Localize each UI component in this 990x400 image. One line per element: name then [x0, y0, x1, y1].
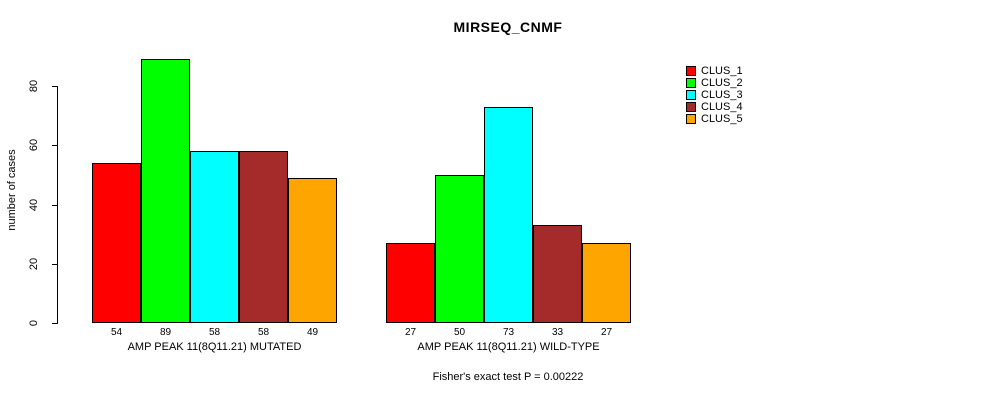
bar-clus_2 — [435, 175, 484, 323]
stat-annotation: Fisher's exact test P = 0.00222 — [432, 371, 584, 383]
y-tick-label: 40 — [28, 198, 40, 212]
legend-swatch-clus_4 — [686, 102, 696, 112]
legend-item-label: CLUS_3 — [701, 89, 743, 101]
legend-swatch-clus_1 — [686, 66, 696, 76]
y-tick-mark — [52, 145, 58, 146]
legend-item: CLUS_2 — [686, 77, 743, 89]
y-tick-mark — [52, 205, 58, 206]
y-axis-label: number of cases — [6, 149, 18, 231]
group-label: AMP PEAK 11(8Q11.21) WILD-TYPE — [417, 341, 600, 353]
bar-group — [386, 107, 631, 323]
legend-swatch-clus_2 — [686, 78, 696, 88]
bar-value: 27 — [600, 327, 613, 338]
bar-value: 89 — [159, 327, 172, 338]
bar-value: 73 — [502, 327, 515, 338]
bar-clus_5 — [582, 243, 631, 323]
chart-title: MIRSEQ_CNMF — [453, 19, 563, 35]
bar-group — [92, 59, 337, 323]
legend-item-label: CLUS_4 — [701, 101, 743, 113]
bar-clus_4 — [533, 225, 582, 323]
bar-value: 33 — [551, 327, 564, 338]
bar-value: 58 — [257, 327, 270, 338]
legend-item: CLUS_3 — [686, 89, 743, 101]
legend-item: CLUS_5 — [686, 113, 743, 125]
bar-value-row: 27 50 73 33 27 — [386, 327, 631, 338]
y-tick-mark — [52, 264, 58, 265]
y-tick-label: 0 — [28, 319, 40, 327]
legend-item: CLUS_4 — [686, 101, 743, 113]
group-label: AMP PEAK 11(8Q11.21) MUTATED — [127, 341, 302, 353]
bar-clus_4 — [239, 151, 288, 323]
y-tick-label: 80 — [28, 79, 40, 93]
bar-value: 49 — [306, 327, 319, 338]
legend-swatch-clus_3 — [686, 90, 696, 100]
bar-clus_3 — [190, 151, 239, 323]
bar-value: 58 — [208, 327, 221, 338]
y-tick-mark — [52, 323, 58, 324]
y-tick-label: 20 — [28, 257, 40, 271]
legend-item-label: CLUS_1 — [701, 65, 743, 77]
bar-value: 50 — [453, 327, 466, 338]
legend-item-label: CLUS_2 — [701, 77, 743, 89]
bar-clus_2 — [141, 59, 190, 323]
bar-value: 54 — [110, 327, 123, 338]
bar-value-row: 54 89 58 58 49 — [92, 327, 337, 338]
bar-value: 27 — [404, 327, 417, 338]
bar-clus_1 — [386, 243, 435, 323]
bar-clus_3 — [484, 107, 533, 323]
bar-clus_5 — [288, 178, 337, 323]
legend-item-label: CLUS_5 — [701, 113, 743, 125]
legend-item: CLUS_1 — [686, 65, 743, 77]
y-tick-label: 60 — [28, 138, 40, 152]
y-tick-mark — [52, 86, 58, 87]
legend: CLUS_1 CLUS_2 CLUS_3 CLUS_4 CLUS_5 — [686, 65, 743, 125]
legend-swatch-clus_5 — [686, 114, 696, 124]
bar-clus_1 — [92, 163, 141, 323]
